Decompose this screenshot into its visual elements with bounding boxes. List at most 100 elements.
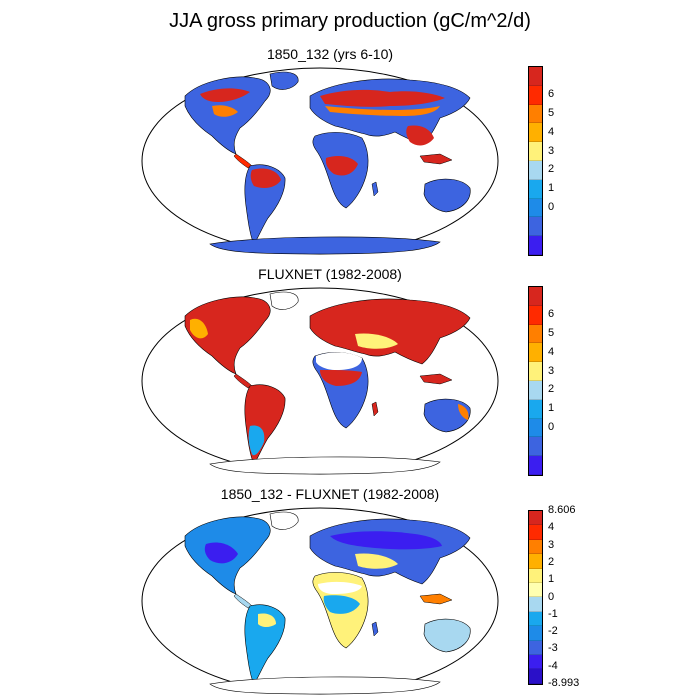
australia [423,618,471,653]
colorbar-segment [529,554,542,569]
colorbar-label: 8.606 [548,504,576,516]
antarctica [209,236,441,255]
figure-title: JJA gross primary production (gC/m^2/d) [169,10,531,32]
north-america [184,296,271,375]
colorbar-label: -2 [548,625,558,638]
north-america-hot [200,88,250,102]
colorbar-label: 0 [548,590,555,603]
south-america-yellow [258,613,276,627]
colorbar-segment [529,142,542,161]
colorbar-segment [529,104,542,124]
central-asia [355,333,398,349]
colorbar-label: 1 [548,182,555,195]
colorbar-segment [529,539,542,555]
colorbar-segment [529,626,542,641]
central-asia-light [355,553,398,569]
colorbar-segment [529,324,542,344]
greenland [269,291,299,310]
colorbar-segment [529,456,542,475]
colorbar-label: 6 [548,308,555,321]
colorbar-segment [529,217,542,237]
map-obs-svg [141,287,499,475]
colorbar-segment [529,236,542,255]
colorbar-segment [529,640,542,656]
eurasia-deep [330,531,442,550]
panel-title-model: 1850_132 (yrs 6-10) [266,46,394,62]
map-obs [140,286,500,476]
colorbar-segment [529,583,542,598]
colorbar-segment [529,568,542,584]
colorbar-segment [529,611,542,627]
eurasia-hot [320,89,445,107]
colorbar-label: 4 [548,345,555,358]
colorbar-segment [529,525,542,540]
madagascar [371,401,379,417]
central-america [233,593,253,609]
sahara [316,352,362,370]
colorbar-segment [529,418,542,438]
colorbar-label: -8.993 [548,677,580,689]
colorbar-label: 4 [548,125,555,138]
colorbar-label: 6 [548,88,555,101]
colorbar-label: 0 [548,201,555,213]
colorbar-label: -1 [548,607,558,620]
north-america-warm [212,105,238,117]
eurasia [309,298,471,365]
colorbar-label: 5 [548,107,555,119]
colorbar-segment [529,362,542,381]
indonesia [419,373,453,385]
colorbar-obs [528,286,543,476]
se-asia-hot [406,125,434,146]
sahel-white [318,581,362,594]
panel-title-obs: FLUXNET (1982-2008) [258,266,402,282]
colorbar-label: 2 [548,383,555,396]
australia-coast [458,404,469,420]
indonesia [419,593,453,605]
central-africa-blue [323,595,360,614]
colorbar-segment [529,343,542,363]
colorbar-segment [529,85,542,105]
eurasia-warm [325,106,440,116]
colorbar-segment [529,287,542,306]
greenland [269,71,299,90]
australia [423,178,471,213]
colorbar-label: 3 [548,364,555,377]
colorbar-segment [529,399,542,419]
colorbar-segment [529,305,542,325]
central-america [233,153,253,169]
colorbar-segment [529,669,542,684]
south-america-south [248,425,265,456]
map-diff [140,506,500,696]
colorbar-segment [529,179,542,199]
colorbar-label: 4 [548,521,555,534]
colorbar-label: -4 [548,659,558,672]
colorbar-segment [529,198,542,218]
colorbar-label: 1 [548,573,555,586]
colorbar-segment [529,160,542,180]
colorbar-label: 5 [548,327,555,339]
amazon-hot [250,168,281,188]
colorbar-label: 0 [548,421,555,433]
colorbar-segment [529,437,542,457]
colorbar-diff [528,510,543,685]
sahel-hot [320,370,362,386]
colorbar-label: 3 [548,144,555,157]
colorbar-segment [529,597,542,612]
north-america-deep [204,542,238,564]
colorbar-segment [529,67,542,86]
indonesia [419,153,453,165]
madagascar [371,181,379,197]
antarctica [209,676,441,695]
panel-title-diff: 1850_132 - FLUXNET (1982-2008) [220,486,440,502]
africa-hot [325,156,358,176]
map-model-svg [141,67,499,255]
colorbar-segment [529,655,542,670]
colorbar-label: 2 [548,163,555,176]
map-model [140,66,500,256]
greenland [269,511,299,530]
colorbar-label: -3 [548,642,558,655]
colorbar-label: 2 [548,555,555,568]
colorbar-model [528,66,543,256]
madagascar [371,621,379,637]
map-diff-svg [141,507,499,695]
